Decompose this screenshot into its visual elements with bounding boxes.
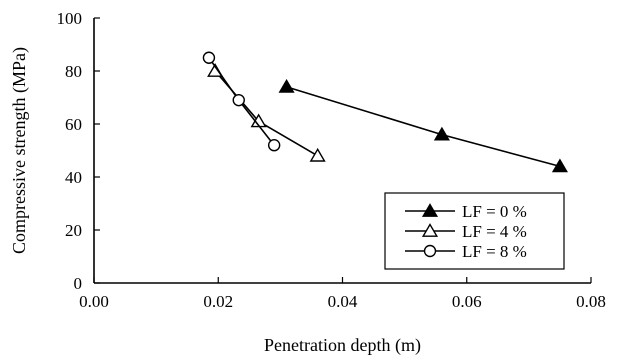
x-tick-label: 0.08 <box>576 292 606 311</box>
y-axis-ticks: 0 20 40 60 80 100 <box>57 9 100 293</box>
legend-item: LF = 8 % <box>405 242 527 261</box>
data-point <box>278 79 295 93</box>
y-tick-label: 100 <box>57 9 83 28</box>
series-1 <box>278 79 568 173</box>
data-point <box>232 93 245 107</box>
series-3 <box>202 51 281 152</box>
y-axis-label: Compressive strength (MPa) <box>9 47 30 254</box>
legend-marker <box>421 203 439 217</box>
data-point <box>551 158 568 173</box>
y-tick-label: 80 <box>65 62 82 81</box>
series-line <box>286 86 561 168</box>
legend-label: LF = 4 % <box>462 222 527 241</box>
data-point <box>309 147 326 162</box>
legend-marker <box>423 244 437 258</box>
data-point <box>202 51 216 64</box>
data-point <box>267 138 281 152</box>
x-axis-ticks: 0.00 0.02 0.04 0.06 0.08 <box>79 277 606 311</box>
series-2 <box>207 63 326 162</box>
legend-marker <box>421 223 439 237</box>
legend-label: LF = 0 % <box>462 202 527 221</box>
legend: LF = 0 %LF = 4 %LF = 8 % <box>384 192 565 270</box>
y-tick-label: 60 <box>65 115 82 134</box>
x-tick-label: 0.04 <box>328 292 358 311</box>
legend-label: LF = 8 % <box>462 242 527 261</box>
x-tick-label: 0.02 <box>203 292 233 311</box>
x-tick-label: 0.06 <box>452 292 482 311</box>
legend-item: LF = 0 % <box>405 202 527 221</box>
series-group <box>202 51 568 173</box>
y-tick-label: 40 <box>65 168 82 187</box>
data-point <box>433 126 450 141</box>
series-line <box>214 70 319 157</box>
y-tick-label: 20 <box>65 221 82 240</box>
y-tick-label: 0 <box>74 274 83 293</box>
x-axis-label: Penetration depth (m) <box>264 335 421 356</box>
x-tick-label: 0.00 <box>79 292 109 311</box>
legend-box <box>384 192 565 270</box>
legend-item: LF = 4 % <box>405 222 527 241</box>
